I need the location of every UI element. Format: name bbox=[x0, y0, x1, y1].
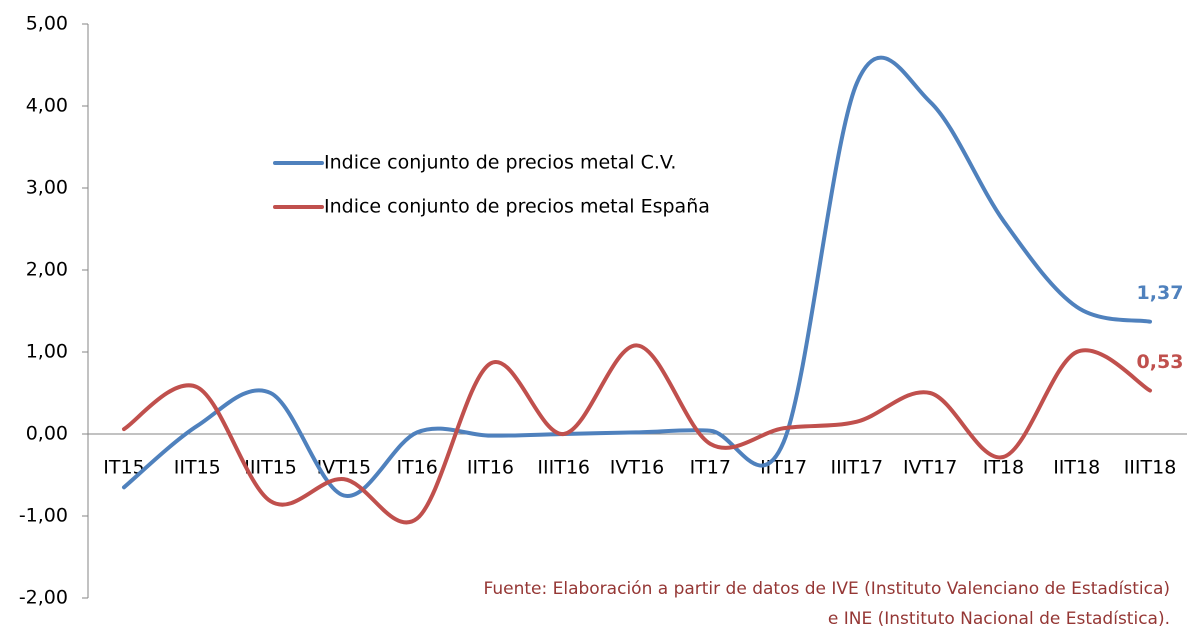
x-tick-label: IIT17 bbox=[760, 457, 807, 479]
x-tick-label: IIT16 bbox=[467, 457, 514, 479]
x-tick-label: IIIT15 bbox=[244, 457, 297, 479]
y-tick-label: 0,00 bbox=[26, 423, 68, 445]
x-tick-label: IT17 bbox=[690, 457, 731, 479]
x-tick-label: IT18 bbox=[983, 457, 1024, 479]
x-tick-label: IIIT18 bbox=[1124, 457, 1177, 479]
y-tick-label: 2,00 bbox=[26, 259, 68, 281]
x-tick-label: IT15 bbox=[103, 457, 144, 479]
x-tick-label: IIT15 bbox=[174, 457, 221, 479]
y-tick-label: -2,00 bbox=[19, 587, 68, 609]
legend-label: Indice conjunto de precios metal España bbox=[324, 196, 710, 218]
series-line bbox=[122, 55, 1152, 498]
y-tick-label: -1,00 bbox=[19, 505, 68, 527]
annotation: Fuente: Elaboración a partir de datos de… bbox=[484, 579, 1171, 599]
x-tick-label: IIT18 bbox=[1053, 457, 1100, 479]
y-tick-label: 1,00 bbox=[26, 341, 68, 363]
x-tick-label: IIIT17 bbox=[831, 457, 884, 479]
x-tick-label: IT16 bbox=[396, 457, 437, 479]
series-line bbox=[122, 343, 1152, 525]
data-label: 0,53 bbox=[1137, 351, 1184, 373]
x-tick-label: IVT15 bbox=[317, 457, 371, 479]
x-tick-label: IIIT16 bbox=[537, 457, 590, 479]
x-tick-label: IVT17 bbox=[903, 457, 957, 479]
y-tick-label: 3,00 bbox=[26, 177, 68, 199]
x-tick-label: IVT16 bbox=[610, 457, 664, 479]
y-tick-label: 5,00 bbox=[26, 13, 68, 35]
data-label: 1,37 bbox=[1137, 282, 1184, 304]
y-tick-label: 4,00 bbox=[26, 95, 68, 117]
annotation: e INE (Instituto Nacional de Estadística… bbox=[828, 609, 1170, 629]
legend-label: Indice conjunto de precios metal C.V. bbox=[324, 152, 676, 174]
